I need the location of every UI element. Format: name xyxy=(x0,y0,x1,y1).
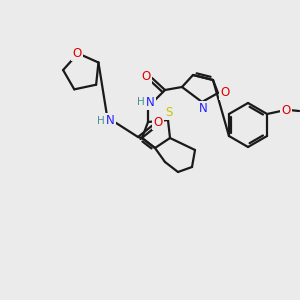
Text: N: N xyxy=(199,103,207,116)
Text: H: H xyxy=(97,116,105,126)
Text: O: O xyxy=(281,103,291,116)
Text: N: N xyxy=(106,115,114,128)
Text: O: O xyxy=(153,116,163,128)
Text: O: O xyxy=(72,47,82,60)
Text: H: H xyxy=(137,97,145,107)
Text: S: S xyxy=(165,106,173,118)
Text: O: O xyxy=(141,70,151,83)
Text: O: O xyxy=(220,85,230,98)
Text: N: N xyxy=(146,95,154,109)
